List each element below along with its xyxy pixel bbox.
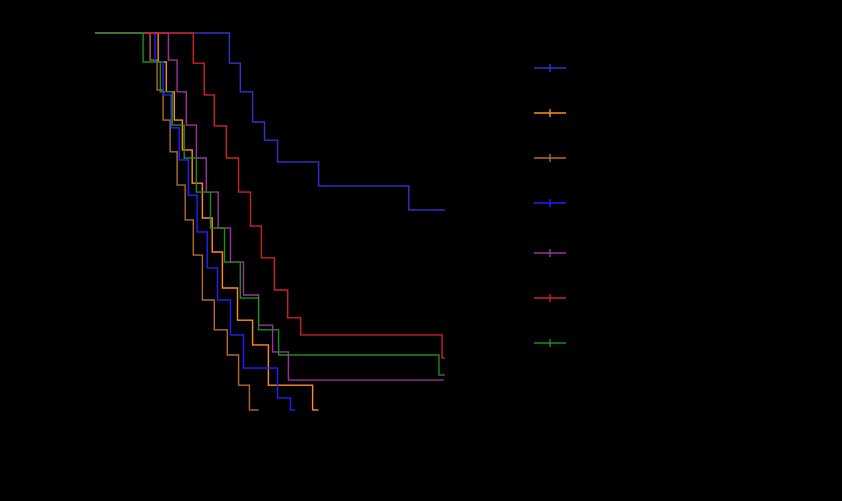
series-line-royal-blue (95, 32, 296, 411)
series-line-blue (95, 32, 445, 211)
series-line-green (95, 32, 445, 376)
series-line-brown (95, 32, 259, 411)
series-line-red (95, 32, 445, 359)
series-line-orange (95, 32, 319, 411)
series-line-purple (95, 32, 444, 381)
